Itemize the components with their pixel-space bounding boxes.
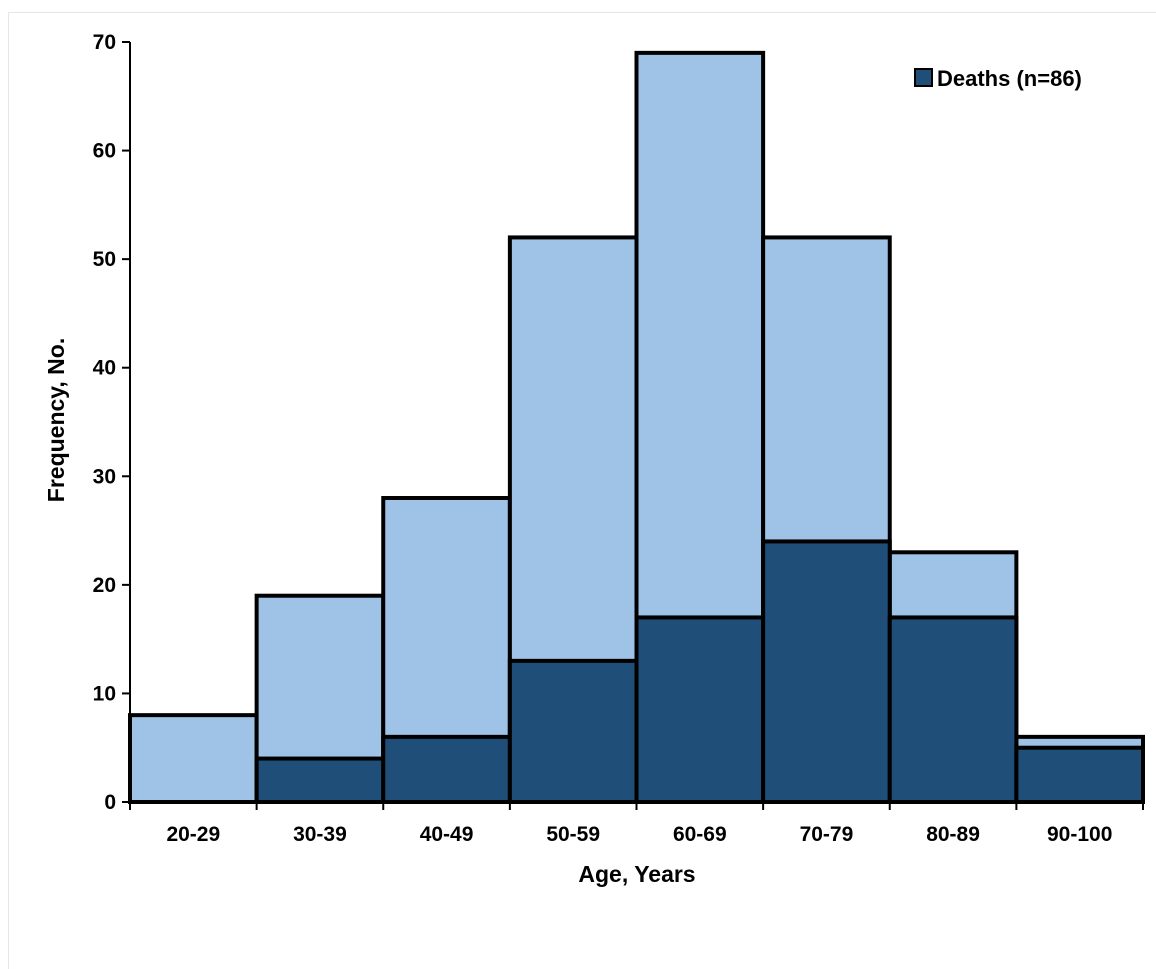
y-tick-label-70: 70 (93, 31, 116, 54)
y-tick-label-0: 0 (104, 791, 116, 814)
x-tick-label-30-39: 30-39 (293, 823, 347, 846)
x-tick-label-20-29: 20-29 (166, 823, 220, 846)
x-tick-label-60-69: 60-69 (673, 823, 727, 846)
bar-deaths-30-39 (254, 756, 386, 804)
y-tick-label-40: 40 (93, 357, 116, 380)
x-tick-label-80-89: 80-89 (926, 823, 980, 846)
y-tick-label-60: 60 (93, 140, 116, 163)
chart-frame (8, 12, 1156, 969)
x-tick-label-70-79: 70-79 (800, 823, 854, 846)
x-axis-title: Age, Years (578, 861, 695, 887)
bar-deaths-90-100 (1014, 745, 1145, 805)
y-tick-label-50: 50 (93, 248, 116, 271)
legend-swatch-deaths (914, 68, 933, 87)
x-tick-label-50-59: 50-59 (546, 823, 600, 846)
y-tick-label-30: 30 (93, 465, 116, 488)
y-axis-title: Frequency, No. (43, 338, 69, 502)
bar-deaths-50-59 (507, 658, 639, 804)
bar-deaths-70-79 (761, 539, 892, 805)
x-tick-label-90-100: 90-100 (1047, 823, 1112, 846)
y-tick-label-10: 10 (93, 682, 116, 705)
x-tick-label-40-49: 40-49 (420, 823, 474, 846)
bar-deaths-40-49 (381, 734, 512, 804)
legend: Deaths (n=86) (914, 66, 1082, 91)
bar-total-20-29 (128, 713, 259, 805)
bars-group (128, 50, 1145, 805)
axes-group (122, 42, 1143, 803)
y-tick-label-20: 20 (93, 574, 116, 597)
x-ticks-group: 20-29 30-39 40-49 50-59 60-69 70-79 80-89 90-10… (129, 802, 1144, 846)
legend-label-deaths: Deaths (n=86) (937, 66, 1082, 91)
bar-deaths-80-89 (887, 615, 1019, 805)
y-ticks-group: 0 10 20 30 40 50 60 70 (93, 31, 130, 814)
bar-deaths-60-69 (634, 615, 766, 805)
